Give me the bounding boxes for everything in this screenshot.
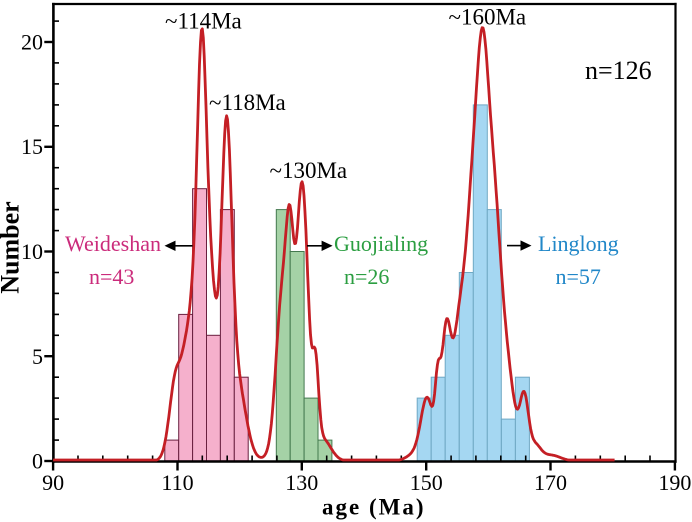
- svg-text:20: 20: [21, 30, 43, 55]
- svg-text:n=26: n=26: [344, 264, 389, 289]
- svg-text:0: 0: [32, 449, 43, 474]
- svg-text:130: 130: [285, 470, 318, 495]
- svg-text:170: 170: [534, 470, 567, 495]
- svg-text:age (Ma): age (Ma): [322, 495, 426, 520]
- svg-text:Guojialing: Guojialing: [334, 231, 428, 256]
- svg-text:~114Ma: ~114Ma: [165, 9, 242, 34]
- svg-text:110: 110: [161, 470, 193, 495]
- svg-text:15: 15: [21, 134, 43, 159]
- svg-text:90: 90: [42, 470, 64, 495]
- svg-text:n=43: n=43: [89, 264, 134, 289]
- svg-text:Linglong: Linglong: [538, 231, 619, 256]
- svg-text:~130Ma: ~130Ma: [270, 158, 348, 183]
- svg-text:~118Ma: ~118Ma: [209, 90, 286, 115]
- svg-text:Number: Number: [0, 201, 25, 293]
- svg-text:Weideshan: Weideshan: [65, 231, 161, 256]
- svg-text:~160Ma: ~160Ma: [449, 5, 527, 30]
- svg-text:10: 10: [21, 239, 43, 264]
- svg-text:190: 190: [658, 470, 691, 495]
- svg-text:n=57: n=57: [556, 264, 601, 289]
- svg-text:5: 5: [32, 344, 43, 369]
- svg-text:n=126: n=126: [585, 56, 652, 85]
- svg-text:150: 150: [410, 470, 443, 495]
